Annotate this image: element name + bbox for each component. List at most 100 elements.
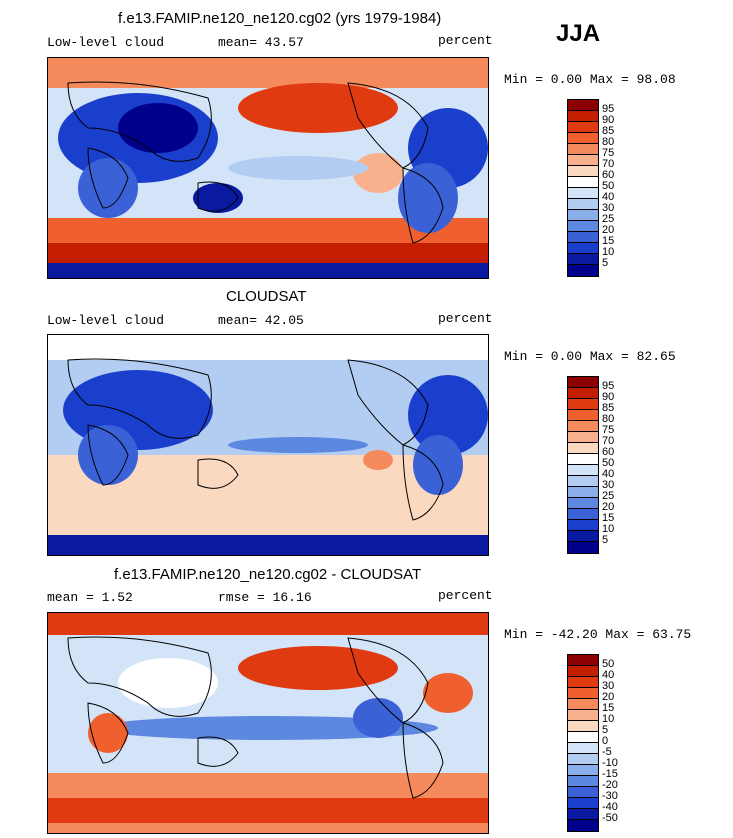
colorbar-tick-label: 5 <box>602 724 609 736</box>
panel-1-map <box>47 57 489 279</box>
colorbar-tick-label: -15 <box>602 768 618 780</box>
panel-1-title: f.e13.FAMIP.ne120_ne120.cg02 (yrs 1979-1… <box>118 10 442 27</box>
colorbar-tick-label: 10 <box>602 523 615 535</box>
colorbar-tick-label: 15 <box>602 702 615 714</box>
panel-1-units-label: percent <box>438 33 493 48</box>
colorbar-swatch <box>568 487 598 498</box>
panel-2-mean-label: mean= 42.05 <box>218 313 304 328</box>
colorbar-tick-label: 5 <box>602 257 609 269</box>
colorbar-swatch <box>568 542 598 553</box>
colorbar-tick-label: 50 <box>602 180 615 192</box>
colorbar-tick-label: 10 <box>602 713 615 725</box>
colorbar-swatch <box>568 199 598 210</box>
colorbar-swatch <box>568 732 598 743</box>
colorbar-swatch <box>568 531 598 542</box>
panel-2-colorbar <box>567 376 599 554</box>
colorbar-swatch <box>568 699 598 710</box>
colorbar-swatch <box>568 388 598 399</box>
colorbar-swatch <box>568 765 598 776</box>
colorbar-swatch <box>568 454 598 465</box>
colorbar-tick-label: -10 <box>602 757 618 769</box>
colorbar-tick-label: 60 <box>602 169 615 181</box>
colorbar-swatch <box>568 243 598 254</box>
colorbar-tick-label: 50 <box>602 658 615 670</box>
panel-2-title: CLOUDSAT <box>226 288 307 305</box>
panel-3-colorbar-labels: 50 40 30 20 15 10 5 0 -5 -10 -15 -20 -30 -40 -50 <box>602 659 618 824</box>
colorbar-swatch <box>568 754 598 765</box>
colorbar-swatch <box>568 177 598 188</box>
colorbar-swatch <box>568 509 598 520</box>
colorbar-swatch <box>568 476 598 487</box>
colorbar-tick-label: 50 <box>602 457 615 469</box>
colorbar-swatch <box>568 100 598 111</box>
colorbar-swatch <box>568 443 598 454</box>
colorbar-swatch <box>568 677 598 688</box>
colorbar-swatch <box>568 254 598 265</box>
colorbar-swatch <box>568 377 598 388</box>
colorbar-tick-label: 25 <box>602 213 615 225</box>
panel-2-map <box>47 334 489 556</box>
colorbar-swatch <box>568 421 598 432</box>
panel-3-rmse-label: rmse = 16.16 <box>218 590 312 605</box>
colorbar-tick-label: 75 <box>602 147 615 159</box>
colorbar-tick-label: -5 <box>602 746 612 758</box>
panel-1-minmax-label: Min = 0.00 Max = 98.08 <box>504 72 676 87</box>
colorbar-swatch <box>568 688 598 699</box>
colorbar-tick-label: 85 <box>602 402 615 414</box>
colorbar-swatch <box>568 498 598 509</box>
colorbar-swatch <box>568 721 598 732</box>
panel-3-map <box>47 612 489 834</box>
panel-3-units-label: percent <box>438 588 493 603</box>
colorbar-swatch <box>568 655 598 666</box>
colorbar-tick-label: 80 <box>602 413 615 425</box>
colorbar-tick-label: -50 <box>602 812 618 824</box>
colorbar-swatch <box>568 743 598 754</box>
colorbar-tick-label: 15 <box>602 512 615 524</box>
colorbar-tick-label: 10 <box>602 246 615 258</box>
colorbar-swatch <box>568 776 598 787</box>
colorbar-tick-label: 95 <box>602 380 615 392</box>
colorbar-swatch <box>568 465 598 476</box>
colorbar-swatch <box>568 133 598 144</box>
colorbar-swatch <box>568 666 598 677</box>
colorbar-tick-label: 70 <box>602 435 615 447</box>
colorbar-tick-label: 5 <box>602 534 609 546</box>
colorbar-tick-label: -20 <box>602 779 618 791</box>
colorbar-swatch <box>568 432 598 443</box>
panel-3-title: f.e13.FAMIP.ne120_ne120.cg02 - CLOUDSAT <box>114 566 422 583</box>
colorbar-tick-label: 20 <box>602 691 615 703</box>
colorbar-swatch <box>568 820 598 831</box>
colorbar-swatch <box>568 166 598 177</box>
colorbar-swatch <box>568 210 598 221</box>
colorbar-tick-label: 40 <box>602 669 615 681</box>
colorbar-tick-label: 75 <box>602 424 615 436</box>
colorbar-tick-label: 30 <box>602 202 615 214</box>
panel-2-minmax-label: Min = 0.00 Max = 82.65 <box>504 349 676 364</box>
colorbar-tick-label: 30 <box>602 680 615 692</box>
colorbar-swatch <box>568 787 598 798</box>
panel-3-colorbar <box>567 654 599 832</box>
colorbar-swatch <box>568 144 598 155</box>
colorbar-tick-label: 60 <box>602 446 615 458</box>
colorbar-swatch <box>568 188 598 199</box>
colorbar-swatch <box>568 520 598 531</box>
colorbar-tick-label: 20 <box>602 224 615 236</box>
colorbar-tick-label: 70 <box>602 158 615 170</box>
panel-1-colorbar <box>567 99 599 277</box>
colorbar-tick-label: 80 <box>602 136 615 148</box>
panel-1-variable-label: Low-level cloud <box>47 35 165 50</box>
colorbar-swatch <box>568 232 598 243</box>
panel-3-minmax-label: Min = -42.20 Max = 63.75 <box>504 627 692 642</box>
colorbar-tick-label: 15 <box>602 235 615 247</box>
colorbar-tick-label: 40 <box>602 468 615 480</box>
colorbar-swatch <box>568 410 598 421</box>
colorbar-swatch <box>568 122 598 133</box>
colorbar-swatch <box>568 265 598 276</box>
colorbar-swatch <box>568 111 598 122</box>
panel-2-units-label: percent <box>438 311 493 326</box>
colorbar-tick-label: 0 <box>602 735 609 747</box>
colorbar-tick-label: 90 <box>602 391 615 403</box>
colorbar-tick-label: 95 <box>602 103 615 115</box>
panel-2-variable-label: Low-level cloud <box>47 313 165 328</box>
colorbar-tick-label: 25 <box>602 490 615 502</box>
